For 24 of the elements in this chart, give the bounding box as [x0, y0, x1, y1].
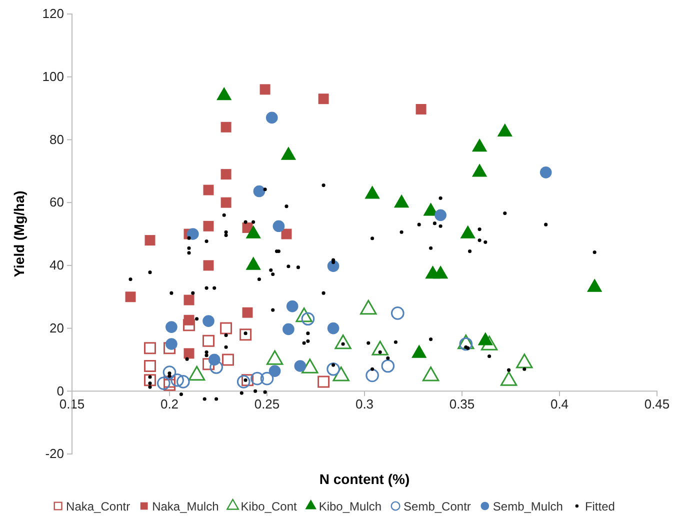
x-tick-label: 0.45 [644, 396, 670, 412]
legend-label: Fitted [584, 500, 615, 514]
x-tick-label: 0.25 [254, 396, 280, 412]
legend-label: Naka_Mulch [152, 500, 219, 514]
legend-label: Semb_Contr [404, 500, 471, 514]
y-tick-label: 0 [56, 383, 64, 398]
x-tick-label: 0.4 [550, 396, 569, 412]
legend-label: Naka_Contr [66, 500, 130, 514]
x-axis-title: N content (%) [319, 471, 410, 487]
y-tick-label: 100 [42, 69, 64, 84]
y-tick-label: 20 [50, 320, 64, 336]
y-tick-label: 60 [50, 194, 64, 210]
legend-label: Kibo_Cont [240, 500, 298, 514]
x-tick-label: 0.3 [355, 396, 374, 412]
legend-label: Kibo_Mulch [318, 500, 382, 514]
x-tick-label: 0.35 [449, 396, 475, 412]
y-axis-title: Yield (Mg/ha) [11, 190, 27, 278]
y-tick-label: 40 [50, 258, 64, 273]
x-tick-label: 0.15 [59, 396, 85, 412]
x-tick-label: 0.2 [160, 396, 179, 412]
legend-label: Semb_Mulch [492, 500, 563, 514]
y-tick-label: -20 [45, 446, 64, 462]
y-tick-label: 80 [50, 132, 64, 147]
y-tick-label: 120 [42, 6, 64, 22]
